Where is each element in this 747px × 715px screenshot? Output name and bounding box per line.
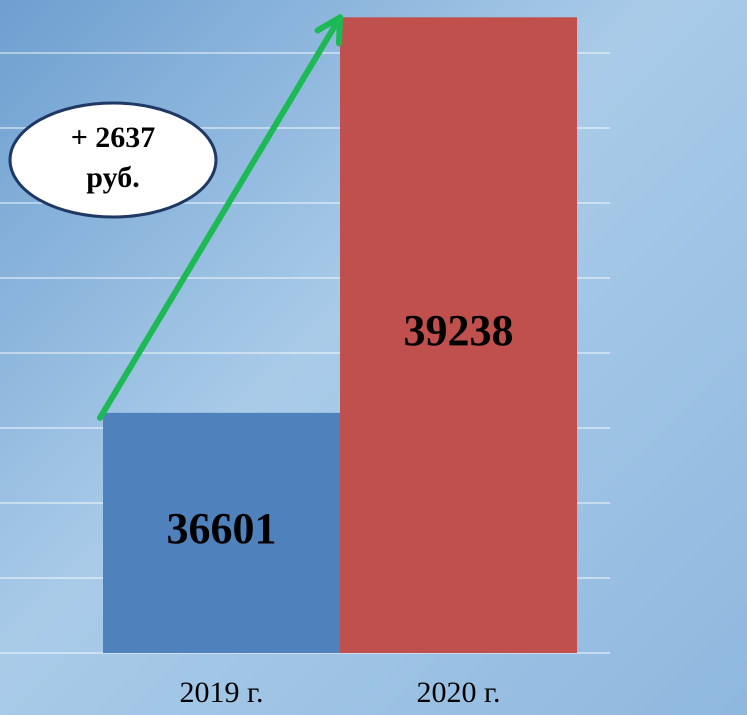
- value-label: 39238: [404, 306, 514, 355]
- x-tick-label: 2020 г.: [417, 676, 501, 709]
- annotation: + 2637 руб.: [52, 118, 174, 198]
- x-tick-label: 2019 г.: [180, 676, 264, 709]
- value-label: 36601: [167, 504, 277, 553]
- growth-arrow: [100, 17, 340, 418]
- chart: 36601 2019 г. 39238 2020 г.: [0, 0, 747, 715]
- page: 366012019 г.392382020 г. + 2637 руб. (()…: [0, 0, 747, 715]
